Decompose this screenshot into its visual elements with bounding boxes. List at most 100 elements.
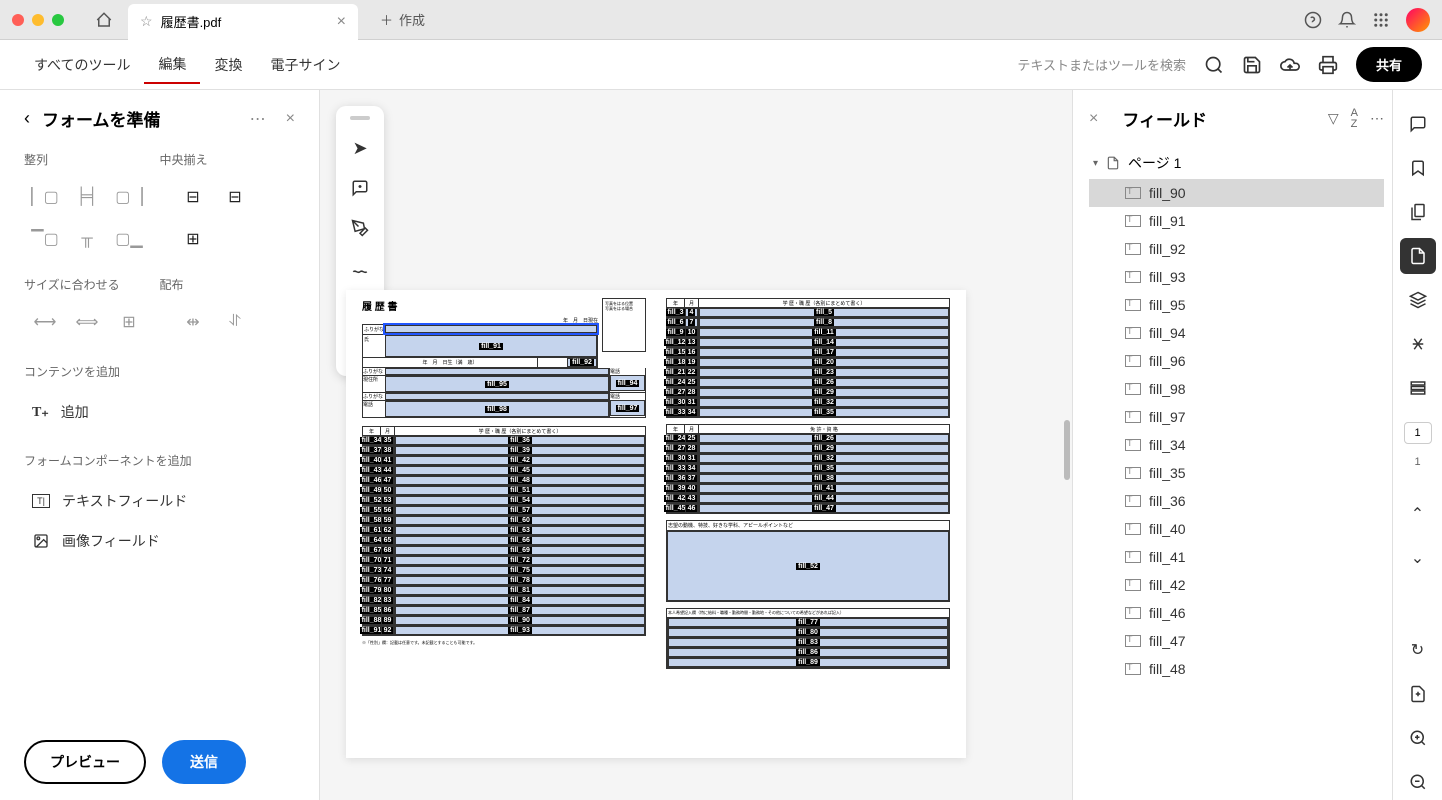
form-field-fill_91[interactable]: fill_91	[385, 335, 597, 357]
field-item-fill_41[interactable]: fill_41	[1089, 543, 1384, 571]
form-field[interactable]: fill_17	[699, 348, 949, 357]
field-item-fill_91[interactable]: fill_91	[1089, 207, 1384, 235]
menu-convert[interactable]: 変換	[200, 47, 256, 83]
tags-icon[interactable]	[1400, 370, 1436, 406]
fields-close-icon[interactable]: ×	[1089, 110, 1098, 128]
form-field[interactable]: 68	[381, 546, 394, 555]
field-item-fill_94[interactable]: fill_94	[1089, 319, 1384, 347]
form-field[interactable]: fill_14	[699, 338, 949, 347]
menu-all-tools[interactable]: すべてのツール	[20, 47, 144, 83]
form-field[interactable]: fill_85	[363, 606, 380, 615]
canvas[interactable]: ➤ ⋯ 1 履 歴 書 年 月 日現在 ふりがな	[320, 90, 1072, 800]
form-field[interactable]: fill_35	[699, 464, 949, 473]
form-field[interactable]: 56	[381, 506, 394, 515]
panel-close-icon[interactable]: ×	[286, 110, 295, 128]
pdf-page[interactable]: 履 歴 書 年 月 日現在 ふりがな 氏fill_91 年 月 日生（満 歳） …	[346, 290, 966, 758]
form-field[interactable]: fill_57	[395, 506, 645, 515]
form-field[interactable]	[385, 368, 609, 375]
form-field[interactable]: fill_9	[667, 328, 684, 337]
form-field[interactable]: 38	[381, 446, 394, 455]
form-field[interactable]: fill_77	[668, 618, 948, 627]
form-field[interactable]: 65	[381, 536, 394, 545]
draw-tool[interactable]	[340, 248, 380, 288]
form-field-fill_94[interactable]: fill_94	[610, 375, 645, 391]
center-h[interactable]: ⊟	[172, 176, 214, 218]
align-bottom[interactable]: ▢▁	[108, 218, 150, 260]
form-field[interactable]: fill_69	[395, 546, 645, 555]
comment-panel-icon[interactable]	[1400, 106, 1436, 142]
zoom-in-icon[interactable]	[1400, 720, 1436, 756]
add-content-button[interactable]: T₊ 追加	[24, 392, 295, 432]
form-field[interactable]: fill_49	[363, 486, 380, 495]
form-field[interactable]: fill_61	[363, 526, 380, 535]
form-field[interactable]: fill_33	[667, 408, 684, 417]
form-field[interactable]: fill_32	[699, 398, 949, 407]
form-field[interactable]: fill_92	[567, 358, 597, 367]
back-icon[interactable]: ‹	[24, 108, 30, 129]
form-field[interactable]: fill_45	[395, 466, 645, 475]
form-field[interactable]: 22	[685, 368, 698, 377]
form-field-fill_95[interactable]: fill_95	[385, 376, 609, 392]
form-field[interactable]: fill_84	[395, 596, 645, 605]
form-field[interactable]: fill_18	[667, 358, 684, 367]
tab-close-icon[interactable]: ×	[337, 13, 346, 31]
form-field[interactable]: 34	[685, 464, 698, 473]
form-field[interactable]: fill_55	[363, 506, 380, 515]
field-item-fill_90[interactable]: fill_90	[1089, 179, 1384, 207]
form-field[interactable]: fill_26	[699, 378, 949, 387]
form-field[interactable]: 4	[685, 308, 698, 317]
dist-v[interactable]: ⥯	[214, 301, 256, 343]
scrollbar-thumb[interactable]	[1064, 420, 1070, 480]
form-field[interactable]: fill_80	[668, 628, 948, 637]
align-hcenter[interactable]: ╞╡	[66, 176, 108, 218]
align-vcenter[interactable]: ╥	[66, 218, 108, 260]
form-field[interactable]: 86	[381, 606, 394, 615]
form-field[interactable]: 10	[685, 328, 698, 337]
form-field[interactable]: fill_44	[699, 494, 949, 503]
field-item-fill_46[interactable]: fill_46	[1089, 599, 1384, 627]
field-item-fill_34[interactable]: fill_34	[1089, 431, 1384, 459]
highlight-tool[interactable]	[340, 208, 380, 248]
layers-icon[interactable]	[1400, 282, 1436, 318]
field-item-fill_47[interactable]: fill_47	[1089, 627, 1384, 655]
form-field[interactable]: fill_23	[699, 368, 949, 377]
form-field[interactable]: 28	[685, 388, 698, 397]
form-field[interactable]: fill_43	[363, 466, 380, 475]
form-field[interactable]: fill_76	[363, 576, 380, 585]
help-icon[interactable]	[1304, 11, 1322, 29]
form-field[interactable]: fill_66	[395, 536, 645, 545]
form-field[interactable]: fill_37	[363, 446, 380, 455]
form-field[interactable]: fill_48	[395, 476, 645, 485]
form-field[interactable]: fill_33	[667, 464, 684, 473]
form-field[interactable]: fill_87	[395, 606, 645, 615]
form-field[interactable]: fill_35	[699, 408, 949, 417]
field-item-fill_95[interactable]: fill_95	[1089, 291, 1384, 319]
form-field[interactable]: 31	[685, 398, 698, 407]
form-field[interactable]: fill_52	[363, 496, 380, 505]
form-field[interactable]: 25	[685, 378, 698, 387]
form-field[interactable]: fill_20	[699, 358, 949, 367]
text-field-button[interactable]: T| テキストフィールド	[24, 481, 295, 521]
align-left[interactable]: ▏▢	[24, 176, 66, 218]
form-field[interactable]: fill_5	[699, 308, 949, 317]
form-field[interactable]: 40	[685, 484, 698, 493]
print-icon[interactable]	[1318, 55, 1338, 75]
form-field[interactable]: fill_24	[667, 434, 684, 443]
form-field[interactable]: fill_34	[363, 436, 380, 445]
dist-h[interactable]: ⇹	[172, 301, 214, 343]
form-field[interactable]: fill_11	[699, 328, 949, 337]
image-field-button[interactable]: 画像フィールド	[24, 521, 295, 561]
form-field-fill_97[interactable]: fill_97	[610, 400, 645, 416]
form-field[interactable]: fill_15	[667, 348, 684, 357]
form-field[interactable]: fill_63	[395, 526, 645, 535]
match-height[interactable]: ⟺	[66, 301, 108, 343]
search-icon[interactable]	[1204, 55, 1224, 75]
field-item-fill_96[interactable]: fill_96	[1089, 347, 1384, 375]
form-field[interactable]: fill_91	[363, 626, 380, 635]
form-field[interactable]: fill_3	[667, 308, 684, 317]
form-field[interactable]: fill_42	[395, 456, 645, 465]
form-field[interactable]: 13	[685, 338, 698, 347]
page-up-icon[interactable]: ⌃	[1400, 496, 1436, 532]
form-field[interactable]: 62	[381, 526, 394, 535]
form-field[interactable]: fill_12	[667, 338, 684, 347]
